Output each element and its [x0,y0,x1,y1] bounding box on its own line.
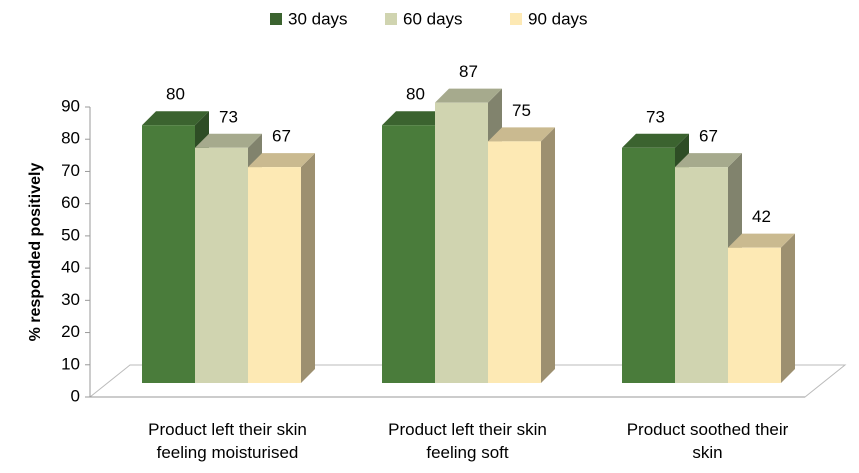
bar-top [675,153,742,168]
bar-top [728,233,795,248]
bar [195,147,248,383]
bar-side [781,233,795,383]
value-label: 42 [752,207,771,226]
y-tick-label: 10 [61,354,80,373]
x-tick-label: Product left their skin feeling soft [388,420,547,462]
bar [382,125,435,383]
bar-top [622,133,689,148]
value-label: 73 [646,107,665,126]
bar [488,141,541,383]
value-label: 75 [512,101,531,120]
bar [622,147,675,383]
x-tick-label: Product left their skin feeling moisturi… [148,420,307,462]
bar [435,102,488,384]
value-label: 73 [219,107,238,126]
bar-side [301,153,315,383]
y-axis-label: % responded positively [27,163,44,342]
value-label: 80 [166,85,185,104]
y-tick-label: 80 [61,129,80,148]
legend-label: 30 days [288,9,348,28]
bar [728,247,781,383]
bar-top [488,127,555,142]
legend-swatch [385,13,397,25]
bar-top [142,111,209,126]
y-tick-label: 50 [61,225,80,244]
bar [675,167,728,383]
legend-swatch [510,13,522,25]
legend-swatch [270,13,282,25]
y-tick-label: 40 [61,258,80,277]
y-tick-label: 30 [61,290,80,309]
y-tick-label: 0 [71,386,80,405]
bar-side [541,127,555,383]
bar [248,167,301,383]
legend-label: 60 days [403,9,463,28]
value-label: 67 [699,127,718,146]
x-tick-label: Product soothed their skin [626,420,789,462]
value-label: 87 [459,62,478,81]
y-tick-label: 90 [61,96,80,115]
value-label: 80 [406,85,425,104]
legend-label: 90 days [528,9,588,28]
y-tick-label: 60 [61,193,80,212]
bar [142,125,195,383]
bar-top [248,153,315,168]
y-tick-label: 20 [61,322,80,341]
y-tick-label: 70 [61,161,80,180]
value-label: 67 [272,127,291,146]
bar-top [435,88,502,103]
bar-top [195,133,262,148]
bar-top [382,111,449,126]
